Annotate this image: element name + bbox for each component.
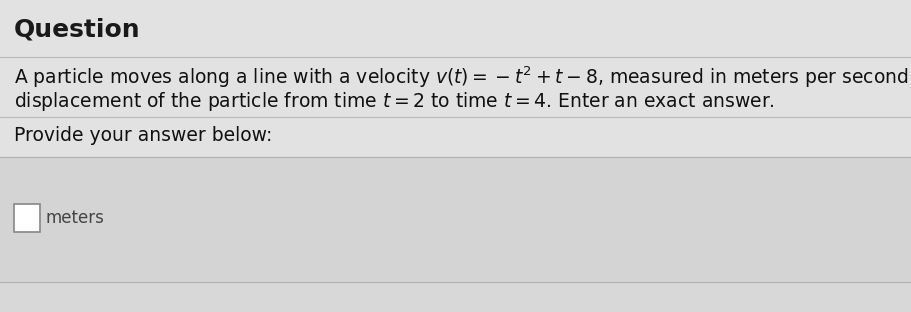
Text: Question: Question (14, 17, 140, 41)
Text: displacement of the particle from time $t = 2$ to time $t = 4$. Enter an exact a: displacement of the particle from time $… (14, 90, 773, 113)
Bar (0, 197, 911, 312)
Text: Provide your answer below:: Provide your answer below: (14, 126, 272, 145)
Bar (0, 157, 911, 282)
FancyBboxPatch shape (14, 204, 40, 232)
Text: meters: meters (46, 209, 105, 227)
Bar (0, 0, 911, 197)
Text: A particle moves along a line with a velocity $v(t) = -t^2 + t - 8$, measured in: A particle moves along a line with a vel… (14, 64, 911, 90)
